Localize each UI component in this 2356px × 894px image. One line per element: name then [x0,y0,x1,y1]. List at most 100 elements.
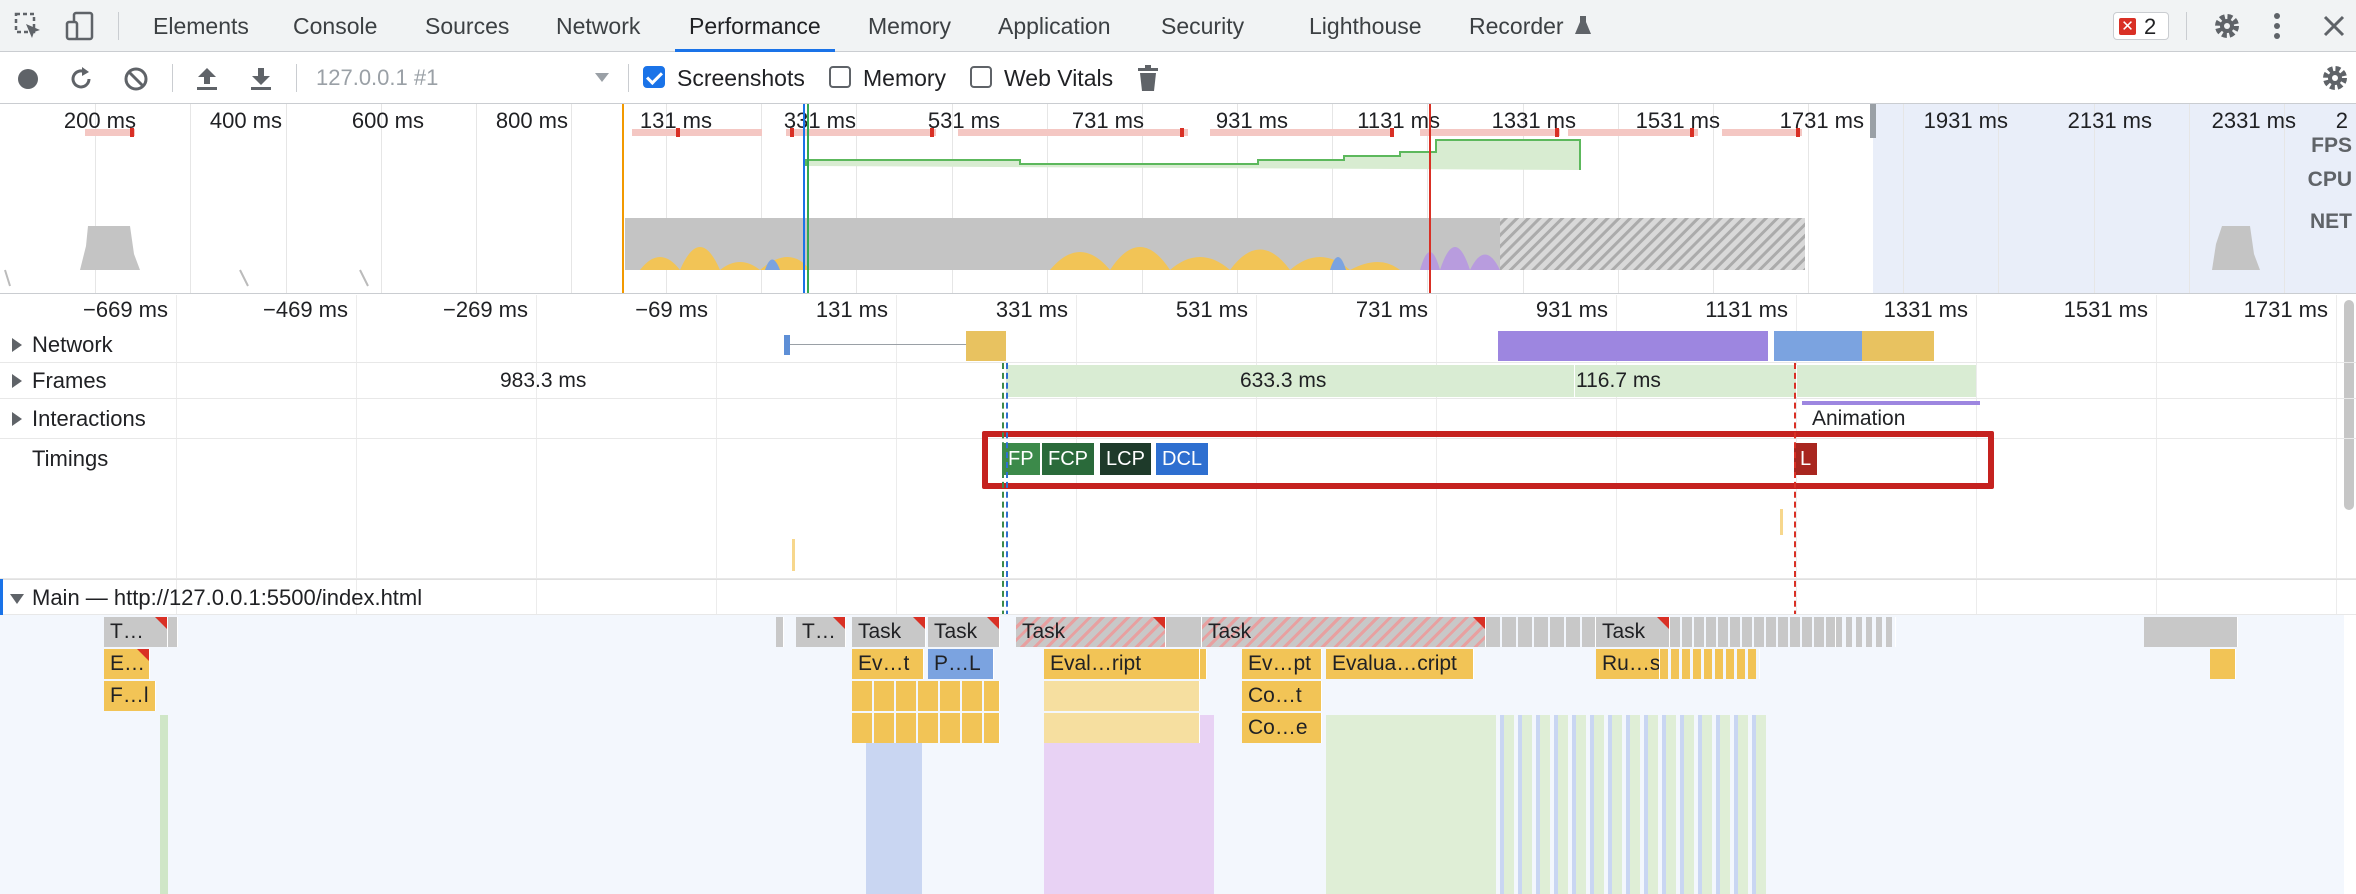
trash-icon[interactable] [1136,64,1160,92]
profile-select[interactable]: 127.0.0.1 #1 [316,52,616,104]
memory-checkbox[interactable] [829,66,851,88]
flame-function[interactable] [852,713,1000,743]
overview-graphs [4,104,2260,293]
network-track[interactable]: Network [0,327,2356,363]
overview-tick-label: 1331 ms [1491,108,1576,133]
expand-triangle-icon[interactable] [12,338,22,352]
flame-task[interactable] [1670,617,1836,647]
tab-performance[interactable]: Performance [675,0,835,52]
main-thread-header[interactable]: Main — http://127.0.0.1:5500/index.html [0,579,2356,615]
overview-tick-label: 600 ms [351,108,424,133]
lcp-marker[interactable]: LCP [1100,443,1151,475]
network-request[interactable] [1862,331,1934,361]
flame-parse[interactable]: P…L [928,649,994,679]
flame-function[interactable]: F…l [104,681,156,711]
vertical-scrollbar[interactable] [2344,300,2354,510]
flame-task[interactable]: T… [104,617,168,647]
flame-script[interactable] [1660,649,1760,679]
clear-icon[interactable] [123,66,149,92]
device-toolbar-icon[interactable] [64,10,96,42]
animation-label: Animation [1812,407,1906,430]
flame-task[interactable] [1836,617,1896,647]
flame-script[interactable] [1200,649,1207,679]
tab-lighthouse[interactable]: Lighthouse [1309,13,1422,39]
load-marker[interactable]: L [1794,443,1818,475]
network-request[interactable] [784,335,790,355]
capture-settings-gear-icon[interactable] [2320,63,2350,93]
frame-duration[interactable]: 116.7 ms [1576,369,1661,392]
animation-bar[interactable] [1802,401,1980,405]
flame-function[interactable] [1044,681,1200,711]
flame-script[interactable]: E… [104,649,150,679]
interactions-track[interactable]: Interactions Animation [0,399,2356,439]
flame-script[interactable]: Ev…t [852,649,924,679]
network-request[interactable] [966,331,1006,361]
flame-function[interactable]: Co…t [1242,681,1322,711]
chevron-down-icon [595,73,609,82]
flame-task[interactable]: Task [928,617,1000,647]
inspect-element-icon[interactable] [14,12,42,40]
flame-task[interactable]: Task [1596,617,1670,647]
flame-task[interactable]: Task [852,617,926,647]
flame-task[interactable] [2144,617,2238,647]
ruler-label: 931 ms [1535,297,1608,322]
timeline-overview[interactable]: 200 ms 400 ms 600 ms 800 ms 131 ms 331 m… [0,104,2356,294]
dcl-marker[interactable]: DCL [1156,443,1209,475]
tab-security[interactable]: Security [1161,13,1245,39]
flame-script[interactable]: Ev…pt [1242,649,1322,679]
overview-tick-label: 331 ms [783,108,856,133]
ruler-label: −69 ms [635,297,708,322]
flame-task[interactable] [1166,617,1202,647]
screenshots-checkbox[interactable] [643,66,665,88]
more-options-icon[interactable] [2270,12,2284,40]
flame-task[interactable] [776,617,784,647]
flame-task[interactable]: T… [796,617,846,647]
network-request[interactable] [1498,331,1768,361]
flame-chart[interactable]: T… T… Task Task Task Task Task E… Ev…t P… [0,615,2344,894]
flame-script[interactable]: Ru…s [1596,649,1660,679]
network-request[interactable] [1774,331,1862,361]
overview-tick-label: 2131 ms [2067,108,2152,133]
ruler-label: −269 ms [443,297,528,322]
frames-track[interactable]: Frames 983.3 ms 633.3 ms 116.7 ms [0,363,2356,399]
tab-network[interactable]: Network [556,13,641,39]
collapse-triangle-icon[interactable] [10,594,24,604]
flame-script[interactable]: Eval…ript [1044,649,1200,679]
upload-profile-icon[interactable] [194,65,220,93]
expand-triangle-icon[interactable] [12,412,22,426]
tab-memory[interactable]: Memory [868,13,952,39]
frame-block[interactable] [1006,365,1976,397]
fp-marker[interactable]: FP [1002,443,1040,475]
fcp-marker[interactable]: FCP [1042,443,1094,475]
flame-script[interactable]: Evalua…cript [1326,649,1474,679]
close-devtools-icon[interactable] [2322,14,2346,38]
flame-script[interactable] [2210,649,2236,679]
flame-function[interactable]: Co…e [1242,713,1322,743]
flame-long-task[interactable]: Task [1016,617,1166,647]
expand-triangle-icon[interactable] [12,374,22,388]
settings-gear-icon[interactable] [2212,11,2242,41]
reload-record-icon[interactable] [68,66,94,92]
record-icon[interactable] [16,67,40,91]
frame-duration[interactable]: 633.3 ms [1240,369,1327,392]
overview-tick-label: 800 ms [495,108,568,133]
flame-function[interactable] [1044,713,1200,743]
webvitals-label: Web Vitals [1004,65,1114,91]
flame-task[interactable] [168,617,178,647]
frame-divider [1574,365,1575,397]
webvitals-checkbox[interactable] [970,66,992,88]
overview-tick-label: 2 [2335,108,2348,133]
tab-console[interactable]: Console [293,13,378,39]
tab-recorder[interactable]: Recorder [1469,0,1592,52]
performance-toolbar: 127.0.0.1 #1 Screenshots Memory Web Vita… [0,52,2356,104]
download-profile-icon[interactable] [248,65,274,93]
flame-long-task[interactable]: Task [1202,617,1486,647]
tab-elements[interactable]: Elements [153,13,249,39]
frame-duration[interactable]: 983.3 ms [500,369,587,392]
overview-tick-label: 1531 ms [1635,108,1720,133]
flame-task[interactable] [1486,617,1596,647]
error-counter[interactable]: ✕ 2 [2113,12,2169,40]
flame-function[interactable] [852,681,1000,711]
tab-sources[interactable]: Sources [425,13,510,39]
tab-application[interactable]: Application [998,13,1111,39]
